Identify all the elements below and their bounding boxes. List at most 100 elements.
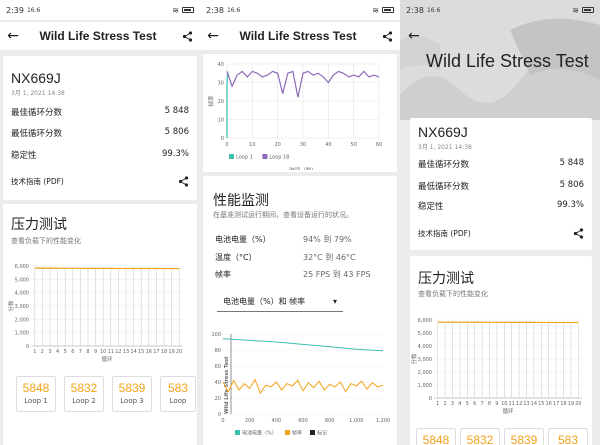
y-tick-label: 0 xyxy=(429,396,432,402)
caret-down-icon: ▾ xyxy=(332,297,337,306)
x-tick-label: 400 xyxy=(272,418,282,424)
monitor-fps: 帧率 25 FPS 到 43 FPS xyxy=(215,270,371,279)
y-tick-label: 2,000 xyxy=(15,317,29,323)
x-tick-label: 13 xyxy=(523,401,529,407)
y-axis-label: 分数 xyxy=(410,353,418,365)
hero-title: Wild Life Stress Test xyxy=(426,51,589,71)
x-tick-label: 15 xyxy=(538,401,544,407)
x-axis-label: 循环 xyxy=(101,355,113,363)
x-tick-label: 16 xyxy=(546,401,552,407)
x-tick-label: 3 xyxy=(451,401,454,407)
y-tick-label: 5,000 xyxy=(15,277,29,283)
monitor-temp: 温度（°C） 32°C 到 46°C xyxy=(215,253,356,262)
y-tick-label: 6,000 xyxy=(418,318,432,324)
stress-title: 压力测试 xyxy=(418,270,474,286)
legend-label-3: 标记 xyxy=(317,430,327,437)
x-tick-label: 11 xyxy=(108,349,114,355)
tech-guide-row[interactable]: 技术指南 (PDF) xyxy=(11,176,189,187)
status-icons: ≋ xyxy=(172,6,194,15)
device-date: 3月 1, 2021 14:38 xyxy=(418,144,472,151)
screen-results: 2:39 16.6 ≋ ← Wild Life Stress Test NX66… xyxy=(0,0,200,445)
status-time: 2:38 xyxy=(206,5,224,15)
series-line-1 xyxy=(222,338,384,352)
x-axis-label: 时间（秒） xyxy=(289,166,317,170)
score-line xyxy=(34,267,180,270)
x-tick-label: 0 xyxy=(225,142,228,148)
back-arrow-icon[interactable]: ← xyxy=(408,28,420,44)
legend-swatch-3 xyxy=(310,430,315,435)
x-tick-label: 15 xyxy=(138,349,144,355)
device-name: NX669J xyxy=(11,70,61,86)
tech-guide-link[interactable]: 技术指南 (PDF) xyxy=(11,177,64,186)
tech-guide-row[interactable]: 技术指南 (PDF) xyxy=(418,228,584,239)
x-tick-label: 1,200 xyxy=(376,418,390,424)
screen-results-hero: 2:38 16.6 ≋ ← Wild Life Stress Test NX66… xyxy=(400,0,600,445)
result-stability: 稳定性 99.3% xyxy=(418,200,584,212)
x-tick-label: 10 xyxy=(249,142,255,148)
x-tick-label: 1 xyxy=(436,401,439,407)
legend-swatch-1 xyxy=(229,154,234,159)
y-tick-label: 80 xyxy=(215,348,221,354)
stress-subtitle: 查看负载下的性能变化 xyxy=(11,237,81,245)
share-icon xyxy=(382,30,392,42)
share-icon[interactable] xyxy=(573,228,584,239)
x-tick-label: 18 xyxy=(560,401,566,407)
x-tick-label: 7 xyxy=(481,401,484,407)
x-tick-label: 8 xyxy=(488,401,491,407)
battery-icon xyxy=(382,7,394,13)
x-tick-label: 10 xyxy=(100,349,106,355)
x-tick-label: 12 xyxy=(516,401,522,407)
x-tick-label: 6 xyxy=(473,401,476,407)
x-tick-label: 2 xyxy=(41,349,44,355)
status-icons: ≋ xyxy=(372,6,394,15)
status-bar: 2:38 16.6 ≋ xyxy=(200,0,400,20)
x-tick-label: 40 xyxy=(325,142,331,148)
net-speed: 16.6 xyxy=(26,6,41,14)
result-best: 最佳循环分数 5 848 xyxy=(11,106,189,118)
y-tick-label: 20 xyxy=(215,396,221,402)
x-tick-label: 13 xyxy=(123,349,129,355)
result-lowest: 最低循环分数 5 806 xyxy=(11,127,189,139)
x-tick-label: 0 xyxy=(221,418,224,424)
x-tick-label: 17 xyxy=(153,349,159,355)
score-line xyxy=(437,321,579,324)
share-button[interactable] xyxy=(374,27,400,46)
legend-label-1: Loop 1 xyxy=(236,155,253,161)
hero-background xyxy=(400,0,600,120)
share-icon xyxy=(182,30,192,42)
fps-chart: 0 10 20 30 40 0 10 20 30 40 50 60 帧率时间（秒） Loop 1 Loop … xyxy=(207,62,382,170)
chart-vertical-label: Wild Life Stress Test xyxy=(224,356,230,414)
x-tick-label: 800 xyxy=(325,418,335,424)
x-tick-label: 4 xyxy=(458,401,461,407)
x-tick-label: 16 xyxy=(146,349,152,355)
legend-swatch-1 xyxy=(235,430,240,435)
y-tick-label: 4,000 xyxy=(418,344,432,350)
tech-guide-link[interactable]: 技术指南 (PDF) xyxy=(418,229,471,238)
share-button[interactable] xyxy=(174,27,200,46)
back-arrow-icon[interactable]: ← xyxy=(7,28,19,44)
legend-label-2: Loop 18 xyxy=(269,155,289,161)
share-icon[interactable] xyxy=(178,176,189,187)
x-tick-label: 3 xyxy=(48,349,51,355)
y-tick-label: 5,000 xyxy=(418,331,432,337)
x-axis-label: 循环 xyxy=(502,407,514,415)
x-tick-label: 9 xyxy=(94,349,97,355)
page-title: Wild Life Stress Test xyxy=(239,29,357,43)
y-tick-label: 10 xyxy=(218,118,224,124)
legend-swatch-2 xyxy=(262,154,268,159)
status-icons: ≋ xyxy=(572,6,594,15)
series-line-2 xyxy=(222,378,384,395)
back-arrow-icon[interactable]: ← xyxy=(207,28,219,44)
metric-dropdown[interactable]: 电池电量（%）和 帧率 ▾ xyxy=(217,292,343,312)
y-tick-label: 20 xyxy=(218,99,224,105)
status-bar: 2:39 16.6 ≋ xyxy=(0,0,200,20)
